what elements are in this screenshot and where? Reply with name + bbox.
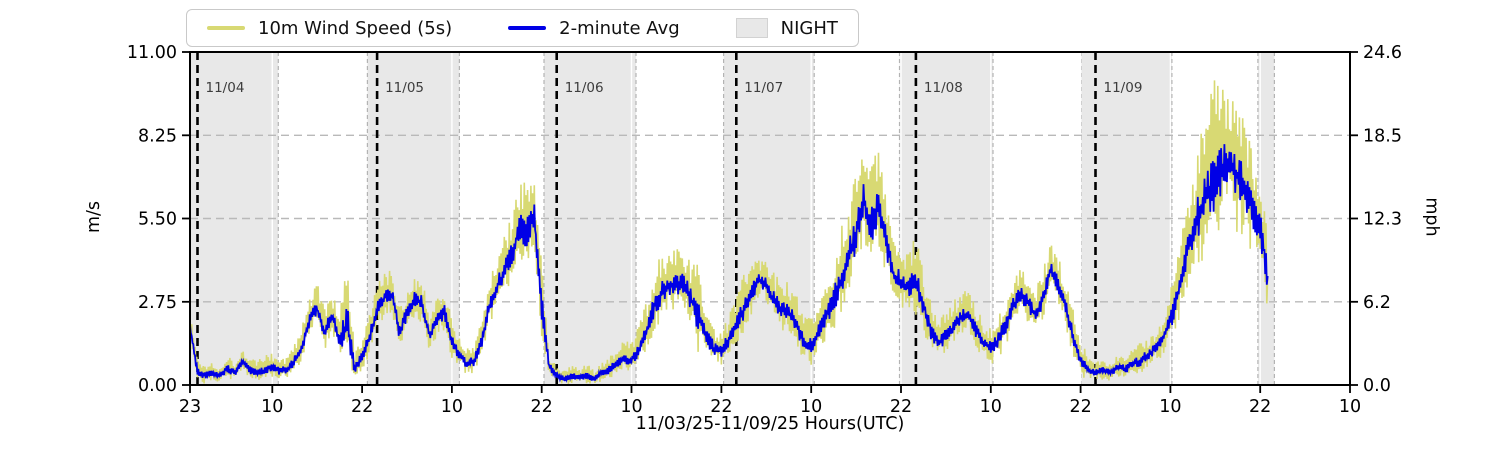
series-2min-avg: [189, 144, 1269, 383]
x-tick-label: 10: [980, 397, 1002, 417]
x-tick-label: 22: [1069, 397, 1091, 417]
y-tick-label-left: 8.25: [138, 126, 177, 146]
x-axis-label: 11/03/25-11/09/25 Hours(UTC): [635, 414, 905, 434]
x-tick-label: 22: [351, 397, 373, 417]
x-tick-label: 22: [890, 397, 912, 417]
x-tick-label: 10: [1339, 397, 1361, 417]
legend-item-2min-avg: 2-minute Avg: [508, 18, 680, 39]
date-annotation: 11/06: [565, 80, 604, 96]
y-tick-label-right: 12.3: [1363, 210, 1402, 230]
night-patch-swatch-icon: [735, 18, 768, 38]
date-annotation: 11/08: [924, 80, 963, 96]
y-axis-label-ms: m/s: [84, 200, 105, 234]
x-tick-label: 10: [620, 397, 642, 417]
date-annotation: 11/04: [206, 80, 245, 96]
y-tick-label-right: 18.5: [1363, 126, 1402, 146]
date-annotation: 11/05: [385, 80, 424, 96]
wind-5s-line-swatch-icon: [207, 26, 245, 30]
x-tick-label: 22: [710, 397, 732, 417]
x-tick-label: 22: [531, 397, 553, 417]
legend: 10m Wind Speed (5s) 2-minute Avg NIGHT: [186, 9, 859, 47]
legend-label-night: NIGHT: [780, 17, 838, 39]
y-axis-label-mph: mph: [1421, 197, 1442, 237]
y-tick-label-left: 2.75: [138, 293, 177, 313]
x-tick-label: 10: [441, 397, 463, 417]
x-tick-label: 22: [1249, 397, 1271, 417]
x-tick-label: 23: [179, 397, 201, 417]
y-tick-label-right: 0.0: [1363, 376, 1391, 396]
legend-label-2min-avg: 2-minute Avg: [559, 17, 680, 39]
y-tick-label-left: 0.00: [138, 376, 177, 396]
avg-line-swatch-icon: [508, 26, 547, 30]
legend-item-wind-5s: 10m Wind Speed (5s): [207, 18, 452, 39]
legend-item-night: NIGHT: [735, 17, 838, 39]
x-tick-label: 10: [1159, 397, 1181, 417]
x-tick-label: 10: [800, 397, 822, 417]
date-annotation: 11/09: [1104, 80, 1143, 96]
series-wind-5s: [189, 80, 1269, 385]
y-tick-label-right: 6.2: [1363, 293, 1391, 313]
y-tick-label-left: 5.50: [138, 210, 177, 230]
date-annotation: 11/07: [744, 80, 783, 96]
y-tick-label-left: 11.00: [127, 43, 177, 63]
x-tick-label: 10: [261, 397, 283, 417]
y-tick-label-right: 24.6: [1363, 43, 1402, 63]
legend-label-wind-5s: 10m Wind Speed (5s): [258, 17, 453, 39]
